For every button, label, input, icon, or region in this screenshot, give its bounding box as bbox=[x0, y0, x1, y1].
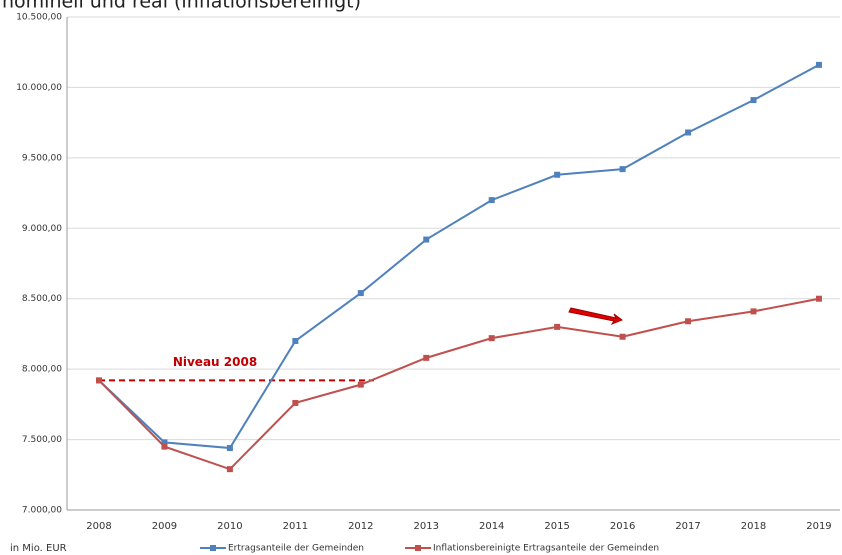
point bbox=[357, 290, 364, 297]
point bbox=[685, 318, 692, 325]
y-tick-label: 9.500,00 bbox=[22, 153, 62, 163]
point bbox=[750, 308, 757, 315]
point bbox=[292, 337, 299, 344]
point bbox=[357, 381, 364, 388]
point bbox=[750, 97, 757, 104]
point bbox=[488, 335, 495, 342]
series-line bbox=[98, 64, 820, 450]
point bbox=[161, 439, 168, 446]
arrow bbox=[568, 307, 624, 326]
legend-marker bbox=[210, 545, 216, 551]
x-tick-label: 2011 bbox=[283, 521, 308, 532]
x-tick-label: 2009 bbox=[152, 521, 177, 532]
unit-note: in Mio. EUR bbox=[10, 543, 67, 554]
chart-title: nominell und real (inflationsbereinigt) bbox=[2, 0, 361, 13]
point bbox=[619, 333, 626, 340]
x-tick-label: 2013 bbox=[414, 521, 439, 532]
point bbox=[226, 466, 233, 473]
x-tick-label: 2017 bbox=[675, 521, 700, 532]
point bbox=[815, 61, 822, 68]
x-tick-label: 2015 bbox=[544, 521, 569, 532]
point bbox=[554, 171, 561, 178]
legend-label: Ertragsanteile der Gemeinden bbox=[228, 544, 364, 554]
point bbox=[96, 377, 102, 384]
x-tick-label: 2014 bbox=[479, 521, 504, 532]
x-tick-label: 2016 bbox=[610, 521, 635, 532]
y-tick-label: 7.500,00 bbox=[22, 435, 62, 445]
point bbox=[815, 295, 822, 302]
point bbox=[619, 166, 626, 173]
point bbox=[226, 445, 233, 452]
point bbox=[292, 399, 299, 406]
x-tick-label: 2019 bbox=[806, 521, 831, 532]
point bbox=[488, 197, 495, 204]
y-tick-label: 7.000,00 bbox=[22, 506, 62, 516]
y-tick-label: 10.500,00 bbox=[16, 13, 62, 23]
x-tick-label: 2012 bbox=[348, 521, 373, 532]
x-tick-label: 2010 bbox=[217, 521, 242, 532]
y-tick-label: 8.500,00 bbox=[22, 294, 62, 304]
y-tick-label: 10.000,00 bbox=[16, 83, 62, 93]
series-line bbox=[98, 297, 820, 471]
point bbox=[161, 443, 168, 450]
legend-marker bbox=[415, 545, 421, 551]
point bbox=[554, 323, 561, 330]
y-tick-label: 8.000,00 bbox=[22, 365, 62, 375]
point bbox=[423, 236, 430, 243]
x-tick-label: 2008 bbox=[86, 521, 111, 532]
point bbox=[423, 354, 430, 361]
y-tick-label: 9.000,00 bbox=[22, 224, 62, 234]
point bbox=[685, 129, 692, 136]
legend-label: Inflationsbereinigte Ertragsanteile der … bbox=[433, 544, 659, 554]
x-tick-label: 2018 bbox=[741, 521, 766, 532]
reference-label: Niveau 2008 bbox=[173, 355, 257, 369]
